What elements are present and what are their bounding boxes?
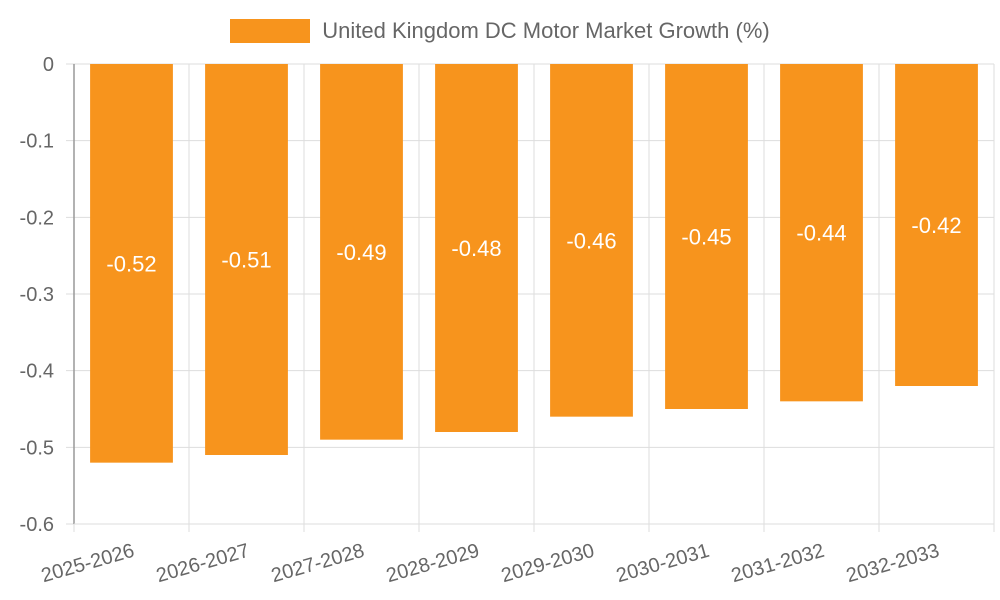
x-tick-label: 2025-2026 bbox=[39, 540, 137, 588]
bar-value-label: -0.46 bbox=[566, 228, 616, 253]
bar-value-label: -0.52 bbox=[106, 251, 156, 276]
value-labels: -0.52 -0.51 -0.49 -0.48 -0.46 -0.45 -0.44 -0.42 bbox=[106, 213, 961, 276]
x-tick-label: 2026-2027 bbox=[154, 540, 252, 588]
bar-value-label: -0.44 bbox=[796, 221, 846, 246]
x-tick-label: 2028-2029 bbox=[384, 540, 482, 588]
bar-value-label: -0.42 bbox=[911, 213, 961, 238]
y-axis-ticks: 0 -0.1 -0.2 -0.3 -0.4 -0.5 -0.6 bbox=[20, 54, 54, 536]
y-tick-label: -0.6 bbox=[20, 514, 54, 536]
axes bbox=[73, 64, 994, 525]
y-tick-label: 0 bbox=[43, 54, 54, 76]
legend: United Kingdom DC Motor Market Growth (%… bbox=[0, 18, 1000, 44]
bar-value-label: -0.45 bbox=[681, 225, 731, 250]
legend-label: United Kingdom DC Motor Market Growth (%… bbox=[322, 18, 770, 43]
bar[interactable] bbox=[435, 64, 518, 432]
bar-value-label: -0.51 bbox=[221, 248, 271, 273]
x-tick-label: 2027-2028 bbox=[269, 540, 367, 588]
bar[interactable] bbox=[665, 64, 748, 409]
bars bbox=[90, 64, 978, 463]
x-tick-label: 2031-2032 bbox=[729, 540, 827, 588]
x-tick-label: 2029-2030 bbox=[499, 540, 597, 588]
bar[interactable] bbox=[895, 64, 978, 386]
y-tick-label: -0.4 bbox=[20, 361, 54, 383]
y-tick-label: -0.3 bbox=[20, 284, 54, 306]
x-tick-label: 2032-2033 bbox=[844, 540, 942, 588]
bar[interactable] bbox=[205, 64, 288, 455]
y-tick-label: -0.2 bbox=[20, 207, 54, 229]
x-axis-ticks: 2025-2026 2026-2027 2027-2028 2028-2029 2029… bbox=[39, 540, 942, 588]
y-tick-label: -0.1 bbox=[20, 131, 54, 153]
bar[interactable] bbox=[780, 64, 863, 402]
bar-value-label: -0.48 bbox=[451, 236, 501, 261]
bar-value-label: -0.49 bbox=[336, 240, 386, 265]
bar[interactable] bbox=[550, 64, 633, 417]
legend-swatch[interactable] bbox=[230, 19, 311, 43]
x-tick-label: 2030-2031 bbox=[614, 540, 712, 588]
bar[interactable] bbox=[320, 64, 403, 440]
y-tick-label: -0.5 bbox=[20, 437, 54, 459]
bar[interactable] bbox=[90, 64, 173, 463]
